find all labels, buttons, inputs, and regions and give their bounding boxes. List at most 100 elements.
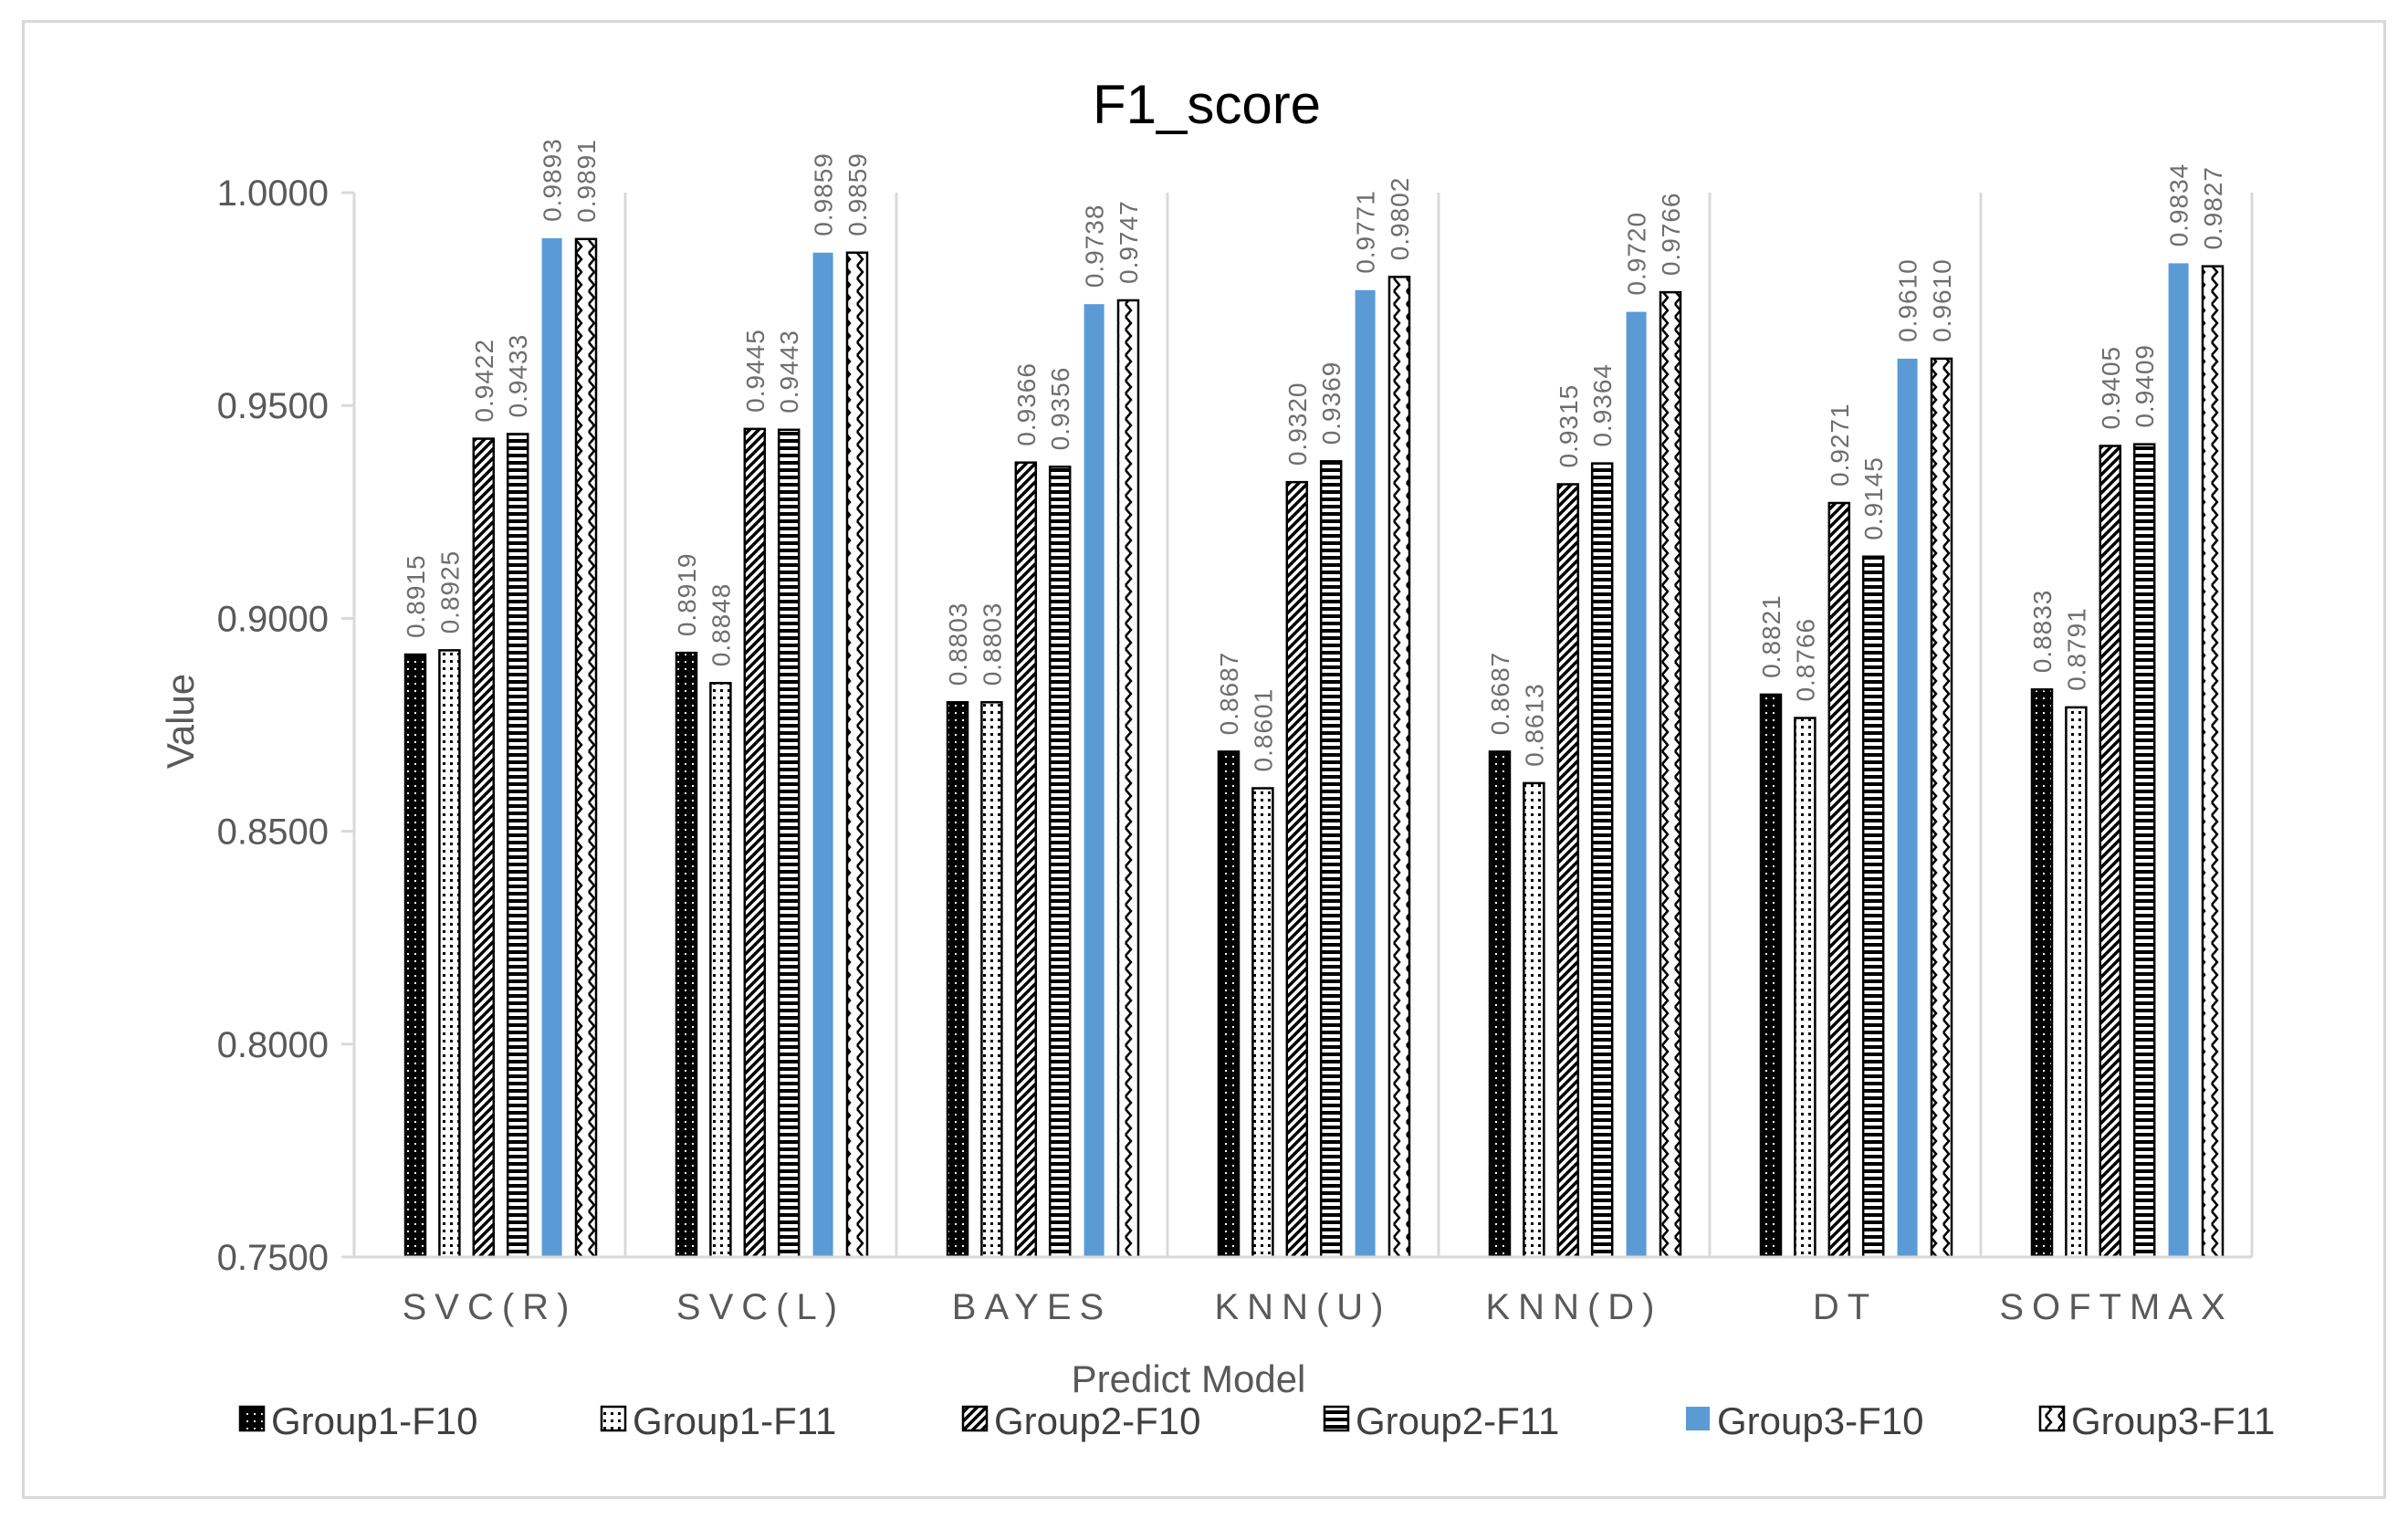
category-label: DT bbox=[1813, 1287, 1878, 1327]
data-label: 0.9366 bbox=[1012, 362, 1041, 446]
data-label: 0.9827 bbox=[2199, 166, 2227, 250]
category-label: SVC(R) bbox=[403, 1287, 578, 1327]
data-label: 0.8925 bbox=[435, 550, 464, 634]
data-label: 0.8791 bbox=[2062, 607, 2090, 691]
bar-group3-f11-5 bbox=[1930, 357, 1953, 1259]
bar-group3-f11-1 bbox=[845, 251, 869, 1259]
data-label: 0.9445 bbox=[741, 329, 770, 413]
data-label: 0.9364 bbox=[1588, 363, 1617, 447]
legend-swatch bbox=[1686, 1407, 1710, 1430]
legend-swatch bbox=[238, 1405, 266, 1432]
data-label: 0.9315 bbox=[1555, 384, 1583, 468]
category-label: KNN(U) bbox=[1215, 1287, 1392, 1327]
legend-swatch bbox=[2038, 1405, 2066, 1432]
data-label: 0.9720 bbox=[1623, 212, 1651, 296]
chart-frame: F1_score Value Predict Model 0.8915 0.892… bbox=[22, 20, 2386, 1499]
bar-group3-f10-6 bbox=[2168, 263, 2189, 1258]
bar-group1-f10-3 bbox=[1217, 750, 1241, 1259]
bar-group2-f10-0 bbox=[472, 437, 496, 1259]
bar-group2-f10-3 bbox=[1285, 480, 1309, 1259]
data-label: 0.9145 bbox=[1859, 456, 1888, 540]
data-label: 0.9834 bbox=[2165, 163, 2193, 247]
data-label: 0.8766 bbox=[1791, 618, 1819, 702]
bar-group2-f11-2 bbox=[1048, 466, 1072, 1259]
bar-group2-f11-5 bbox=[1861, 555, 1885, 1259]
data-label: 0.8848 bbox=[707, 583, 735, 667]
bar-group2-f11-3 bbox=[1319, 460, 1343, 1259]
data-label: 0.8803 bbox=[944, 602, 972, 686]
bar-group1-f10-6 bbox=[2030, 688, 2054, 1259]
legend-entry: Group2-F10 bbox=[994, 1399, 1200, 1442]
bar-group1-f11-4 bbox=[1523, 781, 1545, 1259]
bar-group3-f11-6 bbox=[2201, 265, 2225, 1259]
y-tick-label: 0.9500 bbox=[217, 386, 329, 426]
data-label: 0.9610 bbox=[1894, 258, 1922, 342]
legend-swatch bbox=[961, 1405, 989, 1432]
x-axis-title: Predict Model bbox=[1072, 1357, 1306, 1400]
data-label: 0.9738 bbox=[1081, 204, 1109, 288]
y-tick-label: 0.7500 bbox=[217, 1238, 329, 1278]
bar-group1-f11-0 bbox=[438, 649, 461, 1259]
bar-group3-f10-2 bbox=[1084, 304, 1105, 1258]
bar-group1-f11-1 bbox=[709, 682, 732, 1259]
bar-group3-f11-3 bbox=[1387, 276, 1411, 1259]
bar-group1-f10-1 bbox=[675, 651, 698, 1259]
legend-entry: Group3-F11 bbox=[2071, 1399, 2275, 1442]
data-label: 0.9859 bbox=[843, 152, 872, 236]
data-label: 0.8687 bbox=[1486, 652, 1514, 736]
legend-entry: Group3-F10 bbox=[1717, 1399, 1923, 1442]
data-label: 0.8613 bbox=[1520, 683, 1548, 767]
data-label: 0.9405 bbox=[2097, 346, 2125, 430]
bar-group1-f11-5 bbox=[1794, 717, 1816, 1259]
category-label: BAYES bbox=[952, 1287, 1112, 1327]
bar-group3-f10-5 bbox=[1897, 358, 1918, 1257]
bar-group1-f10-2 bbox=[946, 701, 969, 1259]
bar-group3-f10-1 bbox=[812, 252, 833, 1257]
bar-group2-f11-4 bbox=[1590, 462, 1614, 1259]
bar-group3-f11-0 bbox=[574, 237, 598, 1259]
category-label: SVC(L) bbox=[676, 1287, 845, 1327]
y-tick-label: 0.9000 bbox=[217, 599, 329, 639]
chart-title: F1_score bbox=[1093, 74, 1321, 135]
bar-group2-f10-5 bbox=[1827, 501, 1851, 1259]
bar-group3-f10-3 bbox=[1355, 289, 1376, 1257]
data-label: 0.9859 bbox=[810, 152, 838, 236]
bar-group2-f10-6 bbox=[2099, 445, 2122, 1259]
category-label: KNN(D) bbox=[1486, 1287, 1663, 1327]
data-label: 0.9320 bbox=[1283, 382, 1312, 466]
data-label: 0.9443 bbox=[775, 330, 803, 414]
bar-group1-f11-3 bbox=[1251, 787, 1274, 1259]
bar-group3-f11-4 bbox=[1659, 290, 1682, 1259]
legend-entry: Group1-F11 bbox=[633, 1399, 836, 1442]
data-label: 0.8919 bbox=[673, 553, 701, 637]
legend-entry: Group2-F11 bbox=[1356, 1399, 1559, 1442]
data-label: 0.8821 bbox=[1757, 594, 1785, 678]
bar-group3-f10-0 bbox=[541, 237, 562, 1257]
y-axis-title: Value bbox=[159, 674, 202, 769]
data-label: 0.9771 bbox=[1352, 190, 1380, 274]
data-label: 0.9356 bbox=[1046, 367, 1074, 451]
data-label: 0.8601 bbox=[1249, 688, 1277, 772]
bar-group3-f11-2 bbox=[1116, 299, 1140, 1259]
y-tick-label: 0.8500 bbox=[217, 812, 329, 853]
bar-group2-f10-2 bbox=[1014, 461, 1038, 1259]
y-tick-label: 1.0000 bbox=[217, 173, 329, 214]
bar-group1-f10-5 bbox=[1759, 693, 1783, 1259]
data-label: 0.8833 bbox=[2028, 590, 2057, 674]
y-tick-label: 0.8000 bbox=[217, 1025, 329, 1065]
legend-swatch bbox=[1323, 1405, 1350, 1432]
bar-group2-f11-1 bbox=[777, 428, 801, 1259]
bar-group3-f10-4 bbox=[1626, 311, 1647, 1257]
bar-group2-f11-0 bbox=[506, 433, 529, 1259]
chart: F1_score Value Predict Model 0.8915 0.892… bbox=[159, 74, 2275, 1442]
bar-group2-f10-1 bbox=[743, 427, 767, 1259]
bar-group2-f10-4 bbox=[1556, 483, 1580, 1259]
data-label: 0.9766 bbox=[1657, 192, 1685, 276]
bar-group2-f11-6 bbox=[2132, 443, 2156, 1259]
data-label: 0.9369 bbox=[1317, 361, 1345, 445]
data-label: 0.9422 bbox=[470, 339, 498, 423]
data-label: 0.8687 bbox=[1215, 652, 1243, 736]
legend-entry: Group1-F10 bbox=[271, 1399, 477, 1442]
data-label: 0.9409 bbox=[2131, 344, 2159, 428]
bar-group1-f11-2 bbox=[980, 701, 1003, 1259]
